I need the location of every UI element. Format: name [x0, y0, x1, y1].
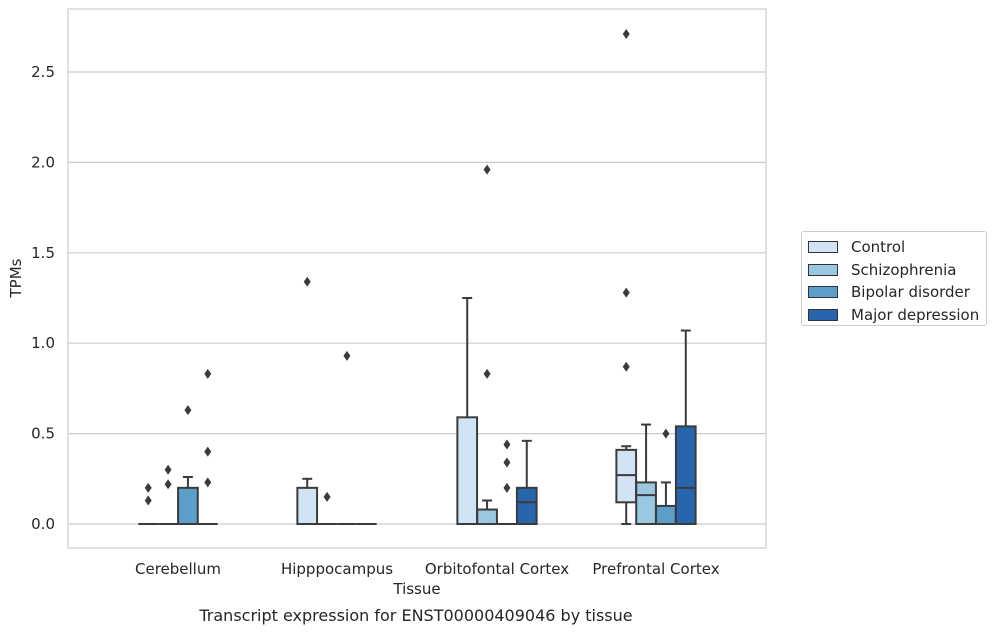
x-axis-label: Tissue [392, 580, 440, 598]
outlier-point [622, 287, 630, 298]
box-body [456, 416, 479, 525]
x-tick-labels: Cerebellum Hipppocampus Orbitofontal Corte… [135, 560, 720, 578]
box-control [138, 482, 159, 525]
box-major-depression [674, 329, 697, 526]
outlier-point [144, 482, 152, 493]
legend-label: Major depression [851, 305, 980, 324]
box-major-depression [197, 368, 218, 525]
outlier-point [483, 164, 491, 175]
x-tick-label: Orbitofontal Cortex [425, 560, 569, 578]
y-axis-label: TPMs [7, 258, 25, 298]
legend-label: Bipolar disorder [851, 283, 970, 302]
outlier-point [622, 29, 630, 40]
outlier-point [323, 491, 331, 502]
box-body [476, 508, 498, 526]
box-bipolar-disorder [497, 439, 517, 525]
box-body [635, 481, 657, 525]
box-body [177, 486, 199, 525]
box-schizophrenia [476, 164, 498, 526]
outlier-point [622, 361, 630, 372]
plot-area-frame [67, 8, 767, 549]
box-control [615, 29, 638, 525]
legend-swatch [808, 286, 838, 299]
legend-swatch [808, 241, 838, 254]
box-control [456, 297, 479, 525]
box-bipolar-disorder [177, 405, 199, 525]
box-body [515, 486, 538, 525]
legend-item: Schizophrenia [808, 259, 986, 282]
y-tick-label: 2.0 [31, 153, 55, 171]
legend-label: Control [851, 238, 906, 257]
legend-label: Schizophrenia [851, 260, 957, 279]
outlier-point [204, 368, 212, 379]
gridlines [68, 71, 766, 525]
legend-swatch [808, 263, 838, 276]
y-tick-label: 2.5 [31, 63, 55, 81]
boxes [138, 29, 697, 526]
outlier-point [503, 457, 511, 468]
legend-item: Major depression [808, 304, 986, 327]
box-bipolar-disorder [655, 428, 677, 526]
outlier-point [503, 439, 511, 450]
y-tick-label: 1.0 [31, 334, 55, 352]
outlier-point [343, 350, 351, 361]
box-body [296, 486, 319, 525]
outlier-point [662, 428, 670, 439]
box-schizophrenia [635, 423, 657, 525]
outlier-point [144, 495, 152, 506]
chart-caption: Transcript expression for ENST0000040904… [199, 606, 633, 625]
y-tick-label: 1.5 [31, 244, 55, 262]
outlier-point [503, 482, 511, 493]
x-tick-label: Prefrontal Cortex [592, 560, 719, 578]
y-tick-label: 0.5 [31, 425, 55, 443]
legend-item: Control [808, 236, 986, 259]
outlier-point [164, 464, 172, 475]
legend-swatch [808, 308, 838, 321]
outlier-point [483, 368, 491, 379]
outlier-point [303, 276, 311, 287]
legend: Control Schizophrenia Bipolar disorder Majo… [801, 231, 987, 326]
y-tick-labels: 0.0 0.5 1.0 1.5 2.0 2.5 [31, 63, 55, 533]
x-tick-label: Hipppocampus [281, 560, 393, 578]
outlier-point [204, 446, 212, 457]
box-body [655, 504, 677, 526]
box-schizophrenia [158, 464, 178, 525]
box-body [674, 425, 697, 526]
outlier-point [204, 477, 212, 488]
box-control [296, 276, 319, 525]
box-bipolar-disorder [337, 350, 357, 525]
legend-item: Bipolar disorder [808, 281, 986, 304]
x-tick-label: Cerebellum [135, 560, 221, 578]
outlier-point [184, 405, 192, 416]
y-tick-label: 0.0 [31, 515, 55, 533]
box-schizophrenia [317, 491, 337, 525]
box-major-depression [515, 439, 538, 525]
outlier-point [164, 479, 172, 490]
